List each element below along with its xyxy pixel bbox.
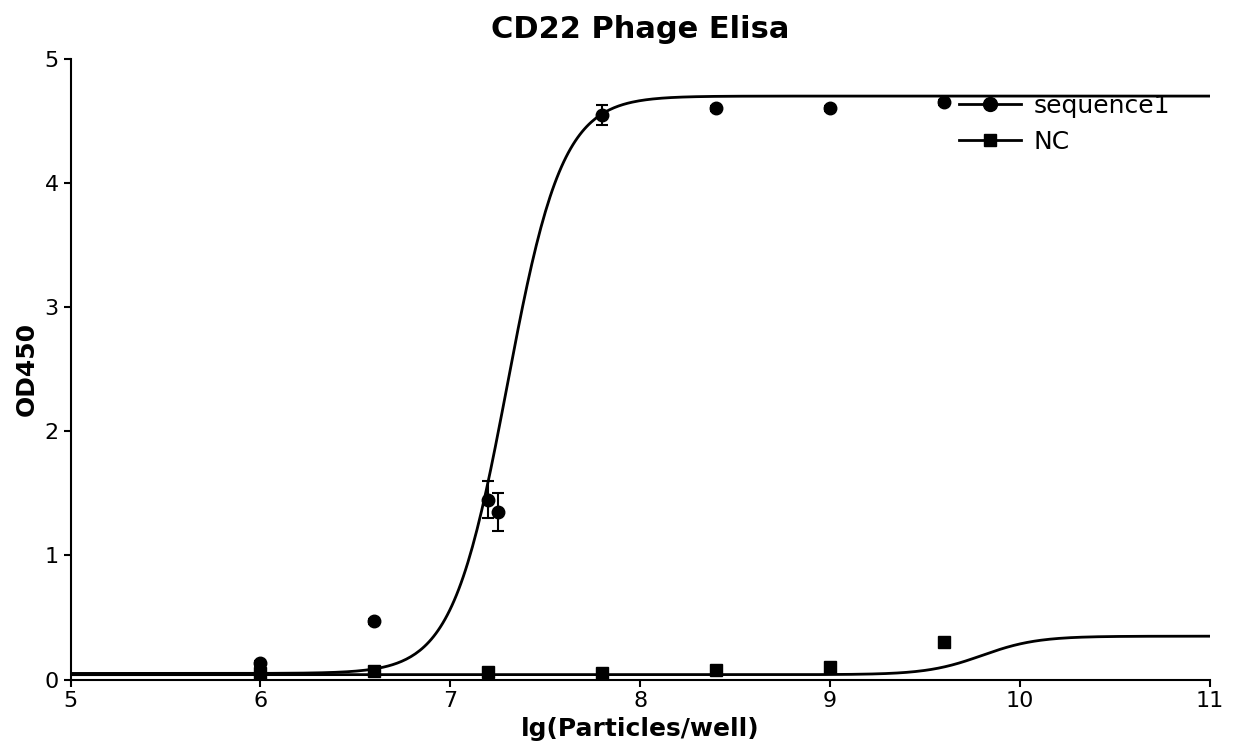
Legend: sequence1, NC: sequence1, NC bbox=[949, 84, 1181, 164]
Title: CD22 Phage Elisa: CD22 Phage Elisa bbox=[491, 15, 789, 44]
Y-axis label: OD450: OD450 bbox=[15, 322, 38, 417]
X-axis label: lg(Particles/well): lg(Particles/well) bbox=[520, 717, 760, 741]
